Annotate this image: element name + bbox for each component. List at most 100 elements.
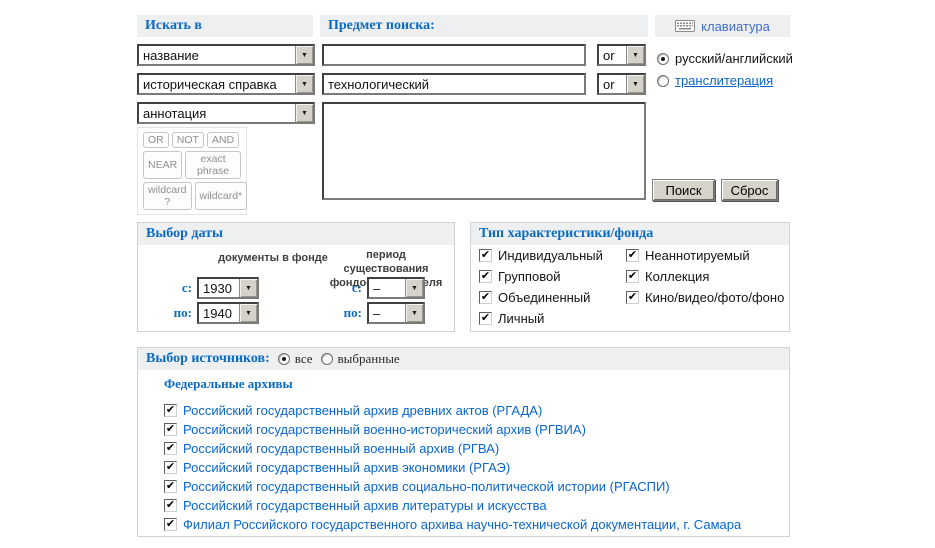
select-value: or	[603, 47, 615, 63]
operator-exact-phrase-button[interactable]: exact phrase	[185, 151, 241, 179]
operator-buttons-box: OR NOT AND NEAR exact phrase wildcard ? …	[137, 127, 248, 215]
archive-link[interactable]: Российский государственный архив социаль…	[183, 479, 670, 494]
sources-all-radio[interactable]	[277, 353, 290, 365]
archive-link[interactable]: Российский государственный архив древних…	[183, 403, 543, 418]
translit-radio[interactable]	[657, 74, 669, 87]
fund-type-option[interactable]: ✔ Групповой	[479, 269, 560, 284]
checkbox-checked[interactable]: ✔	[626, 270, 639, 283]
archive-link[interactable]: Российский государственный архив литерат…	[183, 498, 547, 513]
operator-not-button[interactable]: NOT	[171, 132, 204, 148]
dropdown-arrow-icon[interactable]: ▼	[239, 304, 257, 322]
connector-select-2[interactable]: or ▼	[597, 73, 646, 95]
fund-type-label: Индивидуальный	[498, 248, 603, 263]
operator-or-button[interactable]: OR	[143, 132, 169, 148]
reset-button[interactable]: Сброс	[721, 179, 778, 201]
search-in-title: Искать в	[145, 18, 202, 33]
search-subject-header: Предмет поиска:	[320, 15, 648, 37]
checkbox-checked[interactable]: ✔	[164, 404, 177, 417]
archive-row[interactable]: ✔ Филиал Российского государственного ар…	[164, 517, 741, 532]
translit-radio-row[interactable]: транслитерация	[657, 73, 773, 88]
date-selection-header: Выбор даты	[138, 223, 454, 245]
sources-selected-radio-row[interactable]: выбранные	[320, 351, 400, 367]
dropdown-arrow-icon[interactable]: ▼	[626, 46, 644, 64]
fund-type-option[interactable]: ✔ Неаннотируемый	[626, 248, 750, 263]
search-field-select-1[interactable]: название ▼	[137, 44, 315, 66]
fund-type-option[interactable]: ✔ Личный	[479, 311, 544, 326]
archive-link[interactable]: Российский государственный архив экономи…	[183, 460, 511, 475]
checkbox-checked[interactable]: ✔	[164, 461, 177, 474]
dropdown-arrow-icon[interactable]: ▼	[295, 46, 313, 64]
checkbox-checked[interactable]: ✔	[164, 423, 177, 436]
keyboard-link[interactable]: клавиатура	[655, 15, 790, 37]
fund-type-option[interactable]: ✔ Кино/видео/фото/фоно	[626, 290, 784, 305]
archive-row[interactable]: ✔ Российский государственный военно-исто…	[164, 422, 586, 437]
fund-type-option[interactable]: ✔ Индивидуальный	[479, 248, 603, 263]
fund-type-option[interactable]: ✔ Объединенный	[479, 290, 590, 305]
checkbox-checked[interactable]: ✔	[164, 442, 177, 455]
connector-select-1[interactable]: or ▼	[597, 44, 646, 66]
checkbox-checked[interactable]: ✔	[164, 480, 177, 493]
docs-in-fund-label: документы в фонде	[218, 252, 328, 264]
operator-and-button[interactable]: AND	[206, 132, 240, 148]
dropdown-arrow-icon[interactable]: ▼	[295, 104, 313, 122]
sources-panel: Выбор источников: все выбранные Федераль…	[137, 347, 790, 537]
sources-title: Выбор источников:	[146, 351, 270, 366]
fund-type-label: Объединенный	[498, 290, 591, 305]
fund-type-label: Групповой	[498, 269, 561, 284]
archive-link[interactable]: Филиал Российского государственного архи…	[183, 517, 742, 532]
fund-type-header: Тип характеристики/фонда	[471, 223, 789, 245]
period-to-select[interactable]: – ▼	[367, 302, 425, 324]
period-to-label: по:	[343, 305, 362, 320]
docs-from-select[interactable]: 1930 ▼	[197, 277, 259, 299]
archive-link[interactable]: Российский государственный военный архив…	[183, 441, 500, 456]
sources-header: Выбор источников: все выбранные	[138, 348, 789, 370]
search-subject-title: Предмет поиска:	[328, 18, 435, 33]
search-button[interactable]: Поиск	[652, 179, 715, 201]
dropdown-arrow-icon[interactable]: ▼	[239, 279, 257, 297]
checkbox-checked[interactable]: ✔	[626, 249, 639, 262]
keyboard-label[interactable]: клавиатура	[701, 18, 770, 34]
fund-type-option[interactable]: ✔ Коллекция	[626, 269, 709, 284]
checkbox-checked[interactable]: ✔	[626, 291, 639, 304]
dropdown-arrow-icon[interactable]: ▼	[405, 304, 423, 322]
checkbox-checked[interactable]: ✔	[164, 518, 177, 531]
language-radio[interactable]	[657, 52, 669, 65]
search-terms-textarea[interactable]	[322, 102, 646, 200]
period-from-select[interactable]: – ▼	[367, 277, 425, 299]
archive-row[interactable]: ✔ Российский государственный архив эконо…	[164, 460, 510, 475]
select-value: историческая справка	[143, 76, 277, 92]
checkbox-checked[interactable]: ✔	[479, 249, 492, 262]
select-value: –	[373, 305, 381, 321]
select-value: or	[603, 76, 615, 92]
fund-type-label: Кино/видео/фото/фоно	[645, 290, 785, 305]
fund-type-label: Неаннотируемый	[645, 248, 750, 263]
dropdown-arrow-icon[interactable]: ▼	[405, 279, 423, 297]
docs-from-label: с:	[181, 280, 192, 295]
archive-link[interactable]: Российский государственный военно-истори…	[183, 422, 586, 437]
archive-row[interactable]: ✔ Российский государственный военный арх…	[164, 441, 499, 456]
dropdown-arrow-icon[interactable]: ▼	[295, 75, 313, 93]
operator-wildcard-q-button[interactable]: wildcard ?	[143, 182, 192, 210]
archive-row[interactable]: ✔ Российский государственный архив литер…	[164, 498, 547, 513]
search-field-select-3[interactable]: аннотация ▼	[137, 102, 315, 124]
search-field-select-2[interactable]: историческая справка ▼	[137, 73, 315, 95]
search-term-input-1[interactable]	[322, 44, 586, 66]
sources-selected-radio[interactable]	[320, 353, 333, 365]
checkbox-checked[interactable]: ✔	[479, 270, 492, 283]
creator-period-label-line1: период существования	[343, 249, 429, 275]
checkbox-checked[interactable]: ✔	[479, 312, 492, 325]
checkbox-checked[interactable]: ✔	[164, 499, 177, 512]
docs-to-label: по:	[173, 305, 192, 320]
sources-all-label: все	[294, 351, 313, 366]
docs-to-select[interactable]: 1940 ▼	[197, 302, 259, 324]
dropdown-arrow-icon[interactable]: ▼	[626, 75, 644, 93]
archive-row[interactable]: ✔ Российский государственный архив социа…	[164, 479, 670, 494]
operator-near-button[interactable]: NEAR	[143, 151, 183, 179]
sources-all-radio-row[interactable]: все	[277, 351, 313, 367]
archive-row[interactable]: ✔ Российский государственный архив древн…	[164, 403, 542, 418]
translit-link[interactable]: транслитерация	[675, 73, 774, 88]
checkbox-checked[interactable]: ✔	[479, 291, 492, 304]
language-radio-row[interactable]: русский/английский	[657, 51, 793, 66]
search-term-input-2[interactable]	[322, 73, 586, 95]
operator-wildcard-star-button[interactable]: wildcard*	[194, 182, 248, 210]
